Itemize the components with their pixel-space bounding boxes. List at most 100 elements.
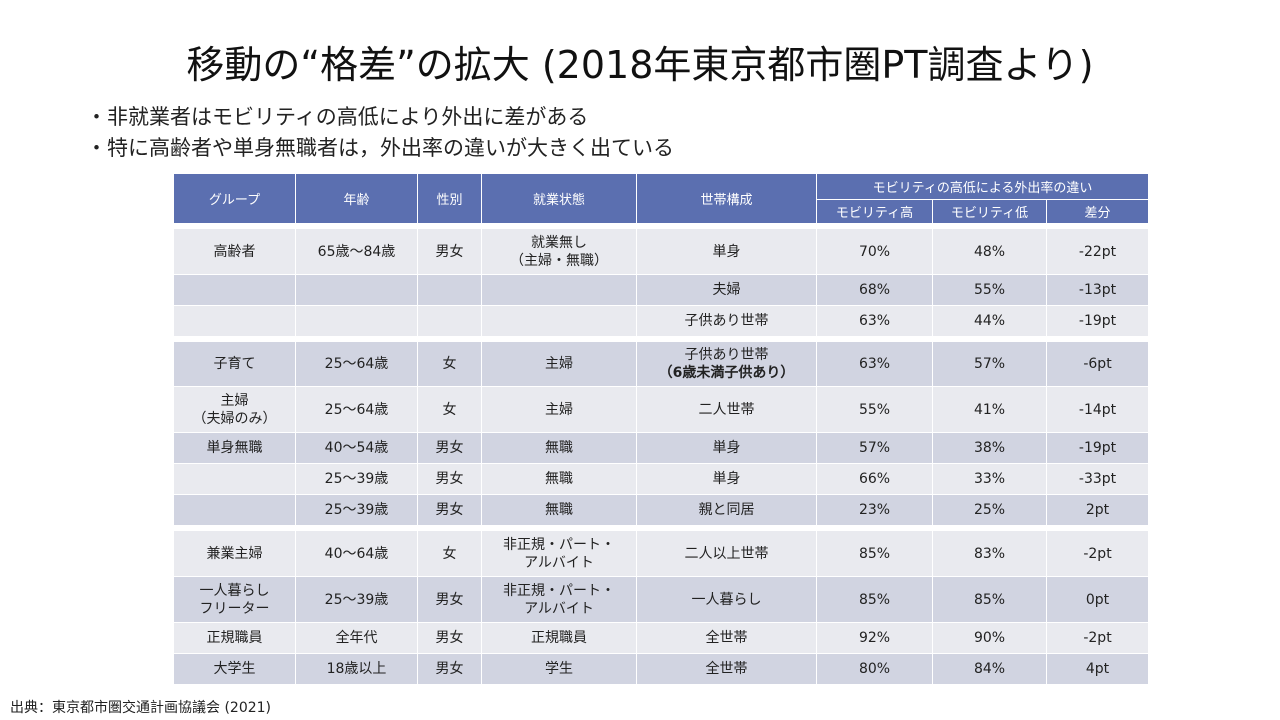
cell-low: 25% (932, 494, 1047, 526)
header-group: グループ (173, 173, 296, 224)
cell-age: 65歳〜84歳 (295, 228, 418, 275)
bullet-item: ・特に高齢者や単身無職者は，外出率の違いが大きく出ている (86, 136, 674, 160)
cell-low: 44% (932, 305, 1047, 337)
cell-household: 子供あり世帯 （6歳未満子供あり） (636, 341, 817, 387)
cell-age: 25〜39歳 (295, 494, 418, 526)
cell-age (295, 274, 418, 306)
cell-low: 83% (932, 530, 1047, 577)
cell-group: 高齢者 (173, 228, 296, 275)
table-row: 夫婦 68% 55% -13pt (173, 274, 1150, 306)
cell-group: 単身無職 (173, 432, 296, 464)
cell-group (173, 463, 296, 495)
cell-employment: 無職 (481, 463, 637, 495)
cell-employment: 非正規・パート・ アルバイト (481, 530, 637, 577)
cell-low: 57% (932, 341, 1047, 387)
cell-group: 正規職員 (173, 622, 296, 654)
cell-sex: 男女 (417, 494, 482, 526)
cell-employment (481, 274, 637, 306)
cell-group (173, 305, 296, 337)
cell-employment: 無職 (481, 494, 637, 526)
cell-employment: 無職 (481, 432, 637, 464)
cell-household: 親と同居 (636, 494, 817, 526)
cell-diff: -19pt (1045, 305, 1150, 337)
cell-low: 41% (932, 386, 1047, 433)
cell-household: 二人以上世帯 (636, 530, 817, 577)
header-mobility-high: モビリティ高 (816, 199, 933, 224)
cell-age: 全年代 (295, 622, 418, 654)
cell-age: 40〜64歳 (295, 530, 418, 577)
cell-sex: 女 (417, 341, 482, 387)
header-age: 年齢 (295, 173, 418, 224)
cell-group: 一人暮らし フリーター (173, 576, 296, 623)
cell-household: 一人暮らし (636, 576, 817, 623)
cell-sex: 男女 (417, 463, 482, 495)
table-row: 大学生 18歳以上 男女 学生 全世帯 80% 84% 4pt (173, 653, 1150, 685)
cell-employment: 正規職員 (481, 622, 637, 654)
cell-diff: -14pt (1045, 386, 1150, 433)
household-note: （6歳未満子供あり） (658, 365, 795, 381)
cell-high: 23% (816, 494, 933, 526)
cell-household: 夫婦 (636, 274, 817, 306)
cell-household: 単身 (636, 432, 817, 464)
cell-sex (417, 274, 482, 306)
cell-age (295, 305, 418, 337)
cell-group: 主婦 （夫婦のみ） (173, 386, 296, 433)
cell-employment (481, 305, 637, 337)
cell-sex: 男女 (417, 228, 482, 275)
cell-group: 大学生 (173, 653, 296, 685)
cell-age: 25〜64歳 (295, 341, 418, 387)
cell-sex: 女 (417, 386, 482, 433)
cell-employment: 主婦 (481, 386, 637, 433)
table-row: 正規職員 全年代 男女 正規職員 全世帯 92% 90% -2pt (173, 622, 1150, 654)
cell-diff: 4pt (1045, 653, 1150, 685)
cell-household: 子供あり世帯 (636, 305, 817, 337)
cell-low: 33% (932, 463, 1047, 495)
cell-age: 18歳以上 (295, 653, 418, 685)
cell-household: 二人世帯 (636, 386, 817, 433)
cell-high: 55% (816, 386, 933, 433)
cell-age: 25〜39歳 (295, 463, 418, 495)
cell-age: 25〜39歳 (295, 576, 418, 623)
bullet-list: ・非就業者はモビリティの高低により外出に差がある ・特に高齢者や単身無職者は，外… (86, 102, 674, 164)
mobility-table: グループ 年齢 性別 就業状態 世帯構成 モビリティの高低による外出率の違い モ… (173, 173, 1150, 685)
cell-employment: 学生 (481, 653, 637, 685)
cell-low: 90% (932, 622, 1047, 654)
cell-high: 70% (816, 228, 933, 275)
cell-high: 63% (816, 341, 933, 387)
table-row: 兼業主婦 40〜64歳 女 非正規・パート・ アルバイト 二人以上世帯 85% … (173, 530, 1150, 577)
cell-high: 85% (816, 576, 933, 623)
cell-high: 63% (816, 305, 933, 337)
table-row: 子供あり世帯 63% 44% -19pt (173, 305, 1150, 337)
cell-high: 66% (816, 463, 933, 495)
cell-age: 40〜54歳 (295, 432, 418, 464)
cell-household: 単身 (636, 463, 817, 495)
cell-low: 85% (932, 576, 1047, 623)
cell-sex: 男女 (417, 653, 482, 685)
cell-diff: -6pt (1045, 341, 1150, 387)
table-row: 25〜39歳 男女 無職 単身 66% 33% -33pt (173, 463, 1150, 495)
bullet-item: ・非就業者はモビリティの高低により外出に差がある (86, 105, 589, 129)
source-note: 出典：東京都市圏交通計画協議会 (2021) (10, 700, 272, 716)
cell-low: 55% (932, 274, 1047, 306)
cell-diff: -13pt (1045, 274, 1150, 306)
table-row: 25〜39歳 男女 無職 親と同居 23% 25% 2pt (173, 494, 1150, 526)
table-row: 主婦 （夫婦のみ） 25〜64歳 女 主婦 二人世帯 55% 41% -14pt (173, 386, 1150, 433)
header-household: 世帯構成 (636, 173, 817, 224)
header-outing-difference: モビリティの高低による外出率の違い (815, 173, 1150, 200)
table-row: 子育て 25〜64歳 女 主婦 子供あり世帯 （6歳未満子供あり） 63% 57… (173, 341, 1150, 387)
cell-high: 57% (816, 432, 933, 464)
cell-household: 単身 (636, 228, 817, 275)
header-employment: 就業状態 (481, 173, 637, 224)
cell-group: 兼業主婦 (173, 530, 296, 577)
cell-diff: -19pt (1045, 432, 1150, 464)
cell-high: 80% (816, 653, 933, 685)
cell-household: 全世帯 (636, 622, 817, 654)
cell-employment: 非正規・パート・ アルバイト (481, 576, 637, 623)
cell-household: 全世帯 (636, 653, 817, 685)
cell-diff: -33pt (1045, 463, 1150, 495)
household-line: 子供あり世帯 (684, 347, 769, 363)
header-diff: 差分 (1045, 199, 1150, 224)
cell-diff: -2pt (1045, 622, 1150, 654)
cell-diff: 2pt (1045, 494, 1150, 526)
cell-group (173, 494, 296, 526)
